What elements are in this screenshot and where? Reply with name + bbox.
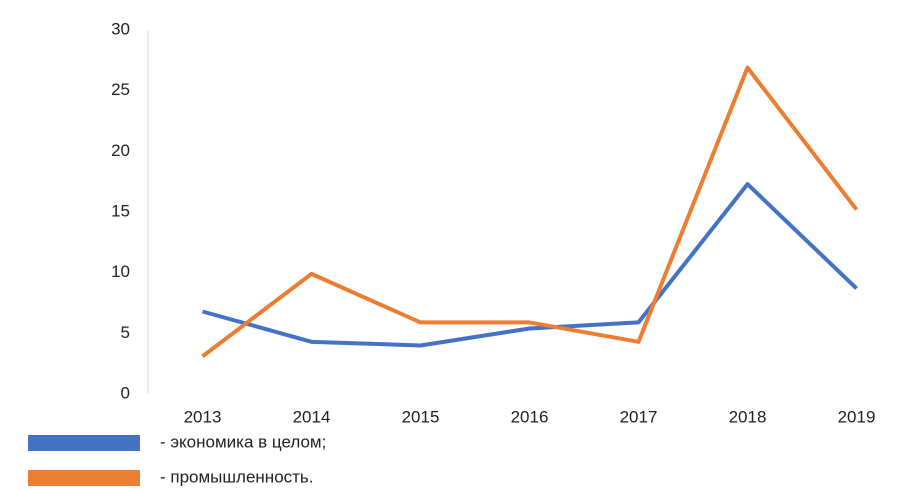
legend-label: - промышленность.	[160, 467, 314, 486]
x-tick-label: 2013	[184, 407, 222, 426]
y-tick-label: 25	[111, 80, 130, 99]
y-tick-label: 10	[111, 262, 130, 281]
x-tick-label: 2014	[293, 407, 331, 426]
x-tick-label: 2017	[620, 407, 658, 426]
y-tick-label: 20	[111, 141, 130, 160]
x-tick-label: 2015	[402, 407, 440, 426]
y-tick-label: 30	[111, 19, 130, 38]
x-tick-label: 2019	[838, 407, 876, 426]
series-line	[201, 182, 858, 348]
series-line	[201, 65, 859, 358]
y-tick-label: 5	[121, 323, 130, 342]
x-tick-label: 2018	[729, 407, 767, 426]
legend-swatch	[28, 435, 140, 451]
legend-swatch	[28, 470, 140, 486]
legend-label: - экономика в целом;	[160, 432, 326, 451]
y-tick-label: 15	[111, 201, 130, 220]
y-tick-label: 0	[121, 383, 130, 402]
x-tick-label: 2016	[511, 407, 549, 426]
